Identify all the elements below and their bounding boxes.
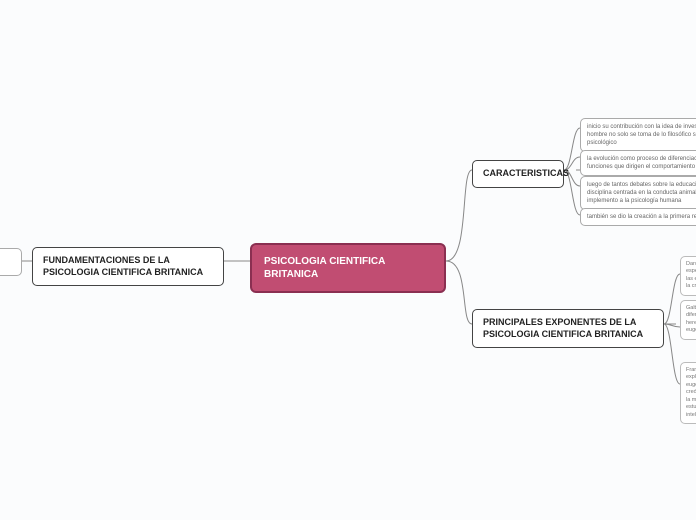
node-label: PSICOLOGIA CIENTIFICA BRITANICA — [264, 256, 385, 280]
node-carac-4[interactable]: también se dio la creación a la primera … — [580, 208, 696, 226]
node-carac-3[interactable]: luego de tantos debates sobre la educaci… — [580, 176, 696, 210]
node-fundamentaciones[interactable]: FUNDAMENTACIONES DE LA PSICOLOGIA CIENTI… — [32, 247, 224, 286]
mindmap-canvas: FUNDAMENTACIONES DE LA PSICOLOGIA CIENTI… — [0, 0, 696, 520]
node-root[interactable]: PSICOLOGIA CIENTIFICA BRITANICA — [250, 243, 446, 293]
node-carac-1[interactable]: inicio su contribución con la idea de in… — [580, 118, 696, 152]
node-label: la evolución como proceso de diferenciac… — [587, 156, 696, 170]
node-exponentes[interactable]: PRINCIPALES EXPONENTES DE LA PSICOLOGIA … — [472, 309, 664, 348]
node-label: luego de tantos debates sobre la educaci… — [587, 182, 696, 204]
node-label: CARACTERISTICAS — [483, 168, 569, 178]
node-expo-1[interactable]: Darwin viaja alrededor del mundo observa… — [680, 256, 696, 296]
node-label: FUNDAMENTACIONES DE LA PSICOLOGIA CIENTI… — [43, 255, 203, 277]
node-label: Darwin viaja alrededor del mundo observa… — [686, 261, 696, 289]
node-expo-3[interactable]: Francis Galton fue un polímata, antropól… — [680, 362, 696, 424]
node-label: inicio su contribución con la idea de in… — [587, 124, 696, 146]
node-label: Galton primo de Darwin se interesó por e… — [686, 305, 696, 333]
left-stub-node — [0, 248, 22, 276]
node-label: Francis Galton fue un polímata, antropól… — [686, 367, 696, 418]
node-caracteristicas[interactable]: CARACTERISTICAS — [472, 160, 564, 188]
node-label: PRINCIPALES EXPONENTES DE LA PSICOLOGIA … — [483, 317, 643, 339]
node-label: también se dio la creación a la primera … — [587, 214, 696, 220]
node-carac-2[interactable]: la evolución como proceso de diferenciac… — [580, 150, 696, 176]
node-expo-2[interactable]: Galton primo de Darwin se interesó por e… — [680, 300, 696, 340]
